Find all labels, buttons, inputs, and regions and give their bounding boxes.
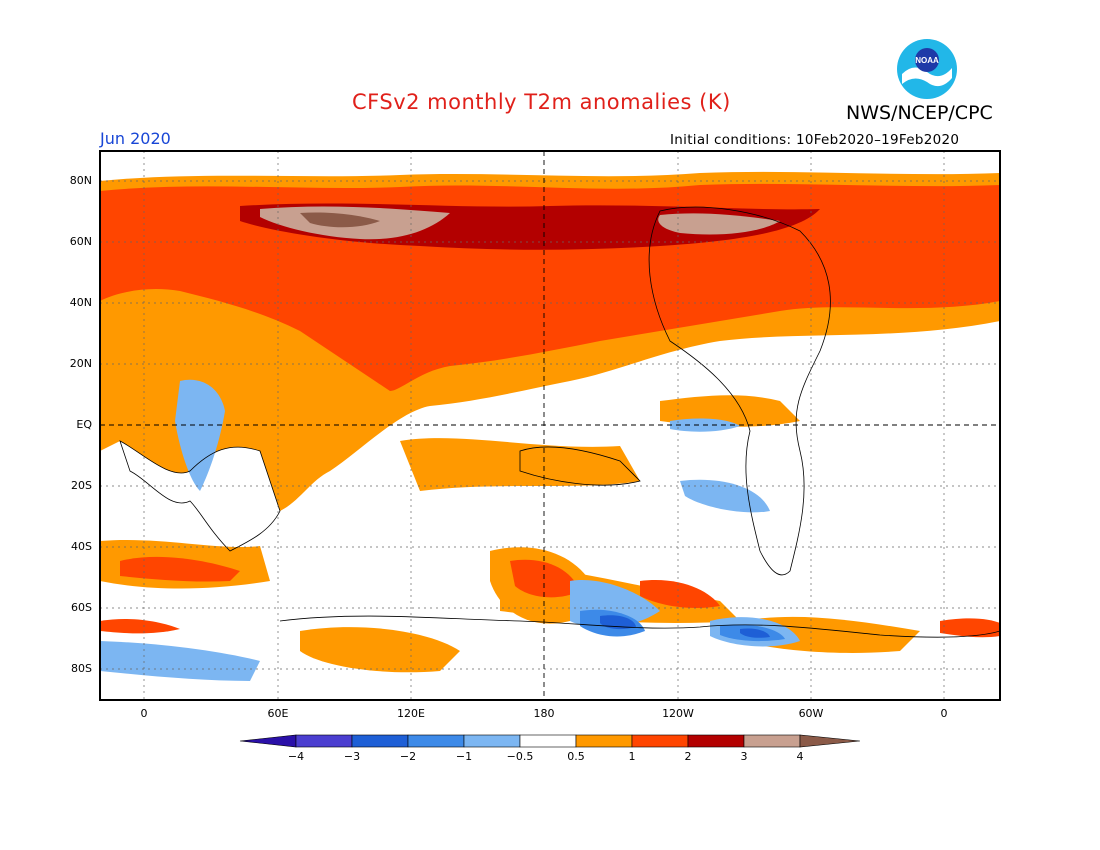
lat-label-60s: 60S <box>71 601 92 614</box>
colorbar-label: −1 <box>456 750 472 763</box>
map-frame <box>99 150 1001 701</box>
colorbar-cell-lt-minus4 <box>239 734 297 748</box>
colorbar-label: −4 <box>288 750 304 763</box>
colorbar-label: 4 <box>797 750 804 763</box>
colorbar-label: −2 <box>400 750 416 763</box>
lon-label-60e: 60E <box>268 707 289 720</box>
map-title: CFSv2 monthly T2m anomalies (K) <box>352 90 731 114</box>
colorbar-label: −0.5 <box>507 750 534 763</box>
noaa-logo: NOAA <box>897 39 957 99</box>
colorbar-label: 3 <box>741 750 748 763</box>
forecast-period: Jun 2020 <box>100 129 171 148</box>
colorbar-cell-1 <box>295 734 353 748</box>
graticule <box>100 151 1000 700</box>
lat-label-60n: 60N <box>70 235 92 248</box>
reference-lines <box>100 151 1000 700</box>
colorbar-cell-6 <box>575 734 633 748</box>
colorbar-cell-8 <box>687 734 745 748</box>
agency-label: NWS/NCEP/CPC <box>846 102 993 124</box>
colorbar-cell-4 <box>463 734 521 748</box>
colorbar-label: 2 <box>685 750 692 763</box>
lon-label-180: 180 <box>534 707 555 720</box>
noaa-logo-text: NOAA <box>915 56 939 65</box>
colorbar-cell-3 <box>407 734 465 748</box>
lat-label-20n: 20N <box>70 357 92 370</box>
anomaly-map: 80N 60N 40N 20N EQ 20S 40S 60S 80S 0 60E… <box>70 150 1001 720</box>
colorbar-cell-gt-4 <box>799 734 861 748</box>
colorbar: −4 −3 −2 −1 −0.5 0.5 1 2 3 4 <box>239 734 861 763</box>
colorbar-label: 0.5 <box>567 750 585 763</box>
colorbar-label: 1 <box>629 750 636 763</box>
lat-label-80n: 80N <box>70 174 92 187</box>
coastlines <box>119 206 1001 638</box>
lat-label-40n: 40N <box>70 296 92 309</box>
lon-tick-labels: 0 60E 120E 180 120W 60W 0 <box>141 707 948 720</box>
lat-label-40s: 40S <box>71 540 92 553</box>
lon-label-120w: 120W <box>662 707 694 720</box>
initial-conditions: Initial conditions: 10Feb2020–19Feb2020 <box>670 132 960 148</box>
lon-label-60w: 60W <box>799 707 824 720</box>
lat-label-eq: EQ <box>76 418 92 431</box>
lat-label-80s: 80S <box>71 662 92 675</box>
lon-label-0-right: 0 <box>941 707 948 720</box>
lat-label-20s: 20S <box>71 479 92 492</box>
colorbar-label: −3 <box>344 750 360 763</box>
anomaly-fields <box>100 171 1000 681</box>
colorbar-cell-2 <box>351 734 409 748</box>
colorbar-cell-9 <box>743 734 801 748</box>
colorbar-cell-7 <box>631 734 689 748</box>
lon-label-120e: 120E <box>397 707 425 720</box>
colorbar-cell-5 <box>519 734 577 748</box>
lon-label-0-left: 0 <box>141 707 148 720</box>
lat-tick-labels: 80N 60N 40N 20N EQ 20S 40S 60S 80S <box>70 174 93 675</box>
